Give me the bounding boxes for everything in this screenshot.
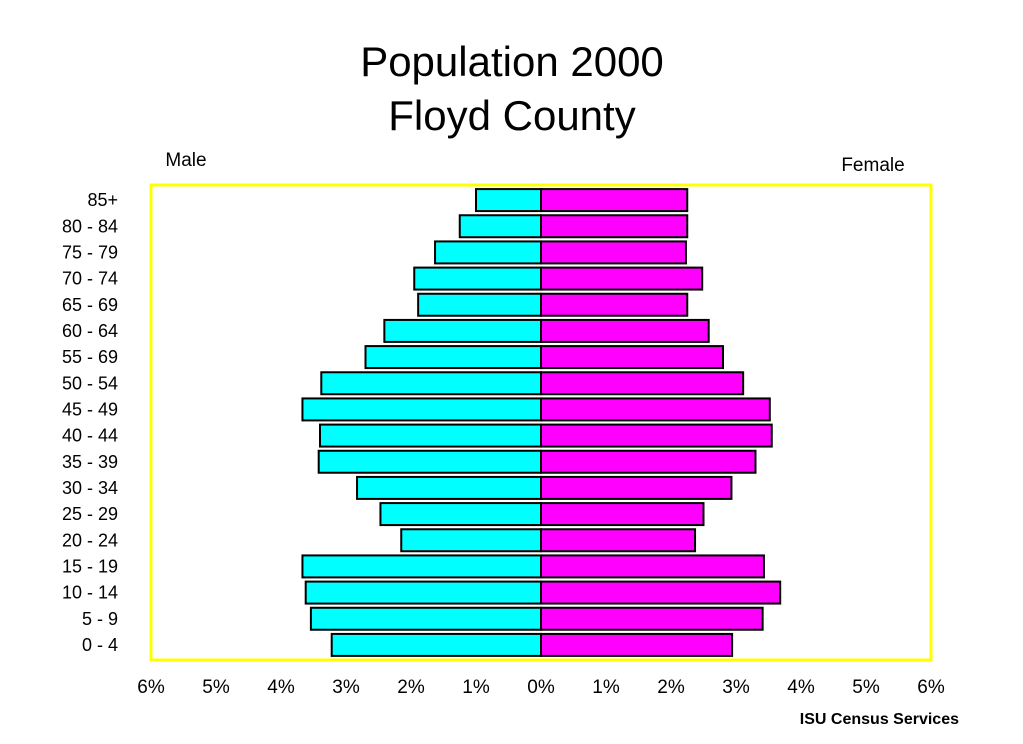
category-label: 5 - 9 (82, 609, 118, 629)
female-bar (540, 188, 689, 213)
male-bar (400, 528, 542, 553)
x-tick-label: 3% (722, 677, 750, 698)
category-label: 25 - 29 (62, 504, 118, 524)
category-label: 0 - 4 (82, 635, 118, 655)
male-bar (319, 423, 542, 448)
category-label: 10 - 14 (62, 583, 118, 603)
female-bar (540, 554, 765, 579)
chart-title-line-1: Population 2000 (360, 38, 664, 85)
category-label: 50 - 54 (62, 373, 118, 393)
female-bar (540, 632, 734, 657)
category-label: 65 - 69 (62, 295, 118, 315)
male-bar (383, 318, 542, 343)
female-bar (540, 371, 745, 396)
category-label: 85+ (87, 190, 118, 210)
female-bar (540, 423, 773, 448)
male-bar (304, 580, 543, 605)
x-tick-label: 1% (462, 677, 490, 698)
female-bar (540, 266, 704, 291)
category-label: 20 - 24 (62, 530, 118, 550)
female-bar (540, 345, 724, 370)
female-side-label: Female (841, 155, 904, 176)
male-bar (301, 397, 543, 422)
x-tick-label: 0% (527, 677, 555, 698)
category-label: 45 - 49 (62, 399, 118, 419)
male-bar (458, 214, 542, 239)
chart-title-line-2: Floyd County (388, 92, 635, 139)
male-bar (417, 292, 542, 317)
category-label: 35 - 39 (62, 452, 118, 472)
female-bar (540, 528, 697, 553)
category-label: 80 - 84 (62, 216, 118, 236)
male-bar (356, 475, 542, 500)
credit-text: ISU Census Services (800, 711, 959, 728)
x-tick-label: 6% (917, 677, 945, 698)
x-tick-label: 2% (657, 677, 685, 698)
x-tick-label: 1% (592, 677, 620, 698)
male-bar (364, 345, 542, 370)
male-bar (320, 371, 542, 396)
female-bar (540, 240, 687, 265)
x-tick-label: 6% (137, 677, 165, 698)
male-bar (309, 606, 542, 631)
male-bar (330, 632, 543, 657)
female-bar (540, 292, 689, 317)
category-label: 55 - 69 (62, 347, 118, 367)
x-tick-label: 5% (852, 677, 880, 698)
female-bar (540, 475, 733, 500)
female-bar (540, 214, 689, 239)
category-label: 30 - 34 (62, 478, 118, 498)
x-tick-label: 4% (267, 677, 295, 698)
female-bar (540, 606, 764, 631)
female-bar (540, 580, 782, 605)
category-label: 75 - 79 (62, 242, 118, 262)
male-bar (301, 554, 543, 579)
female-bar (540, 502, 705, 527)
x-tick-label: 3% (332, 677, 360, 698)
male-bar (413, 266, 542, 291)
category-label: 40 - 44 (62, 426, 118, 446)
male-bar (434, 240, 542, 265)
category-label: 70 - 74 (62, 269, 118, 289)
male-bar (317, 449, 543, 474)
male-side-label: Male (165, 150, 206, 171)
category-label: 60 - 64 (62, 321, 118, 341)
male-bar (475, 188, 542, 213)
bars-group (301, 188, 782, 657)
x-tick-labels: 6% 5% 4% 3% 2% 1% 0% 1% 2% 3% 4% 5% 6% (137, 677, 945, 698)
category-label: 15 - 19 (62, 556, 118, 576)
x-tick-label: 2% (397, 677, 425, 698)
female-bar (540, 318, 710, 343)
x-tick-label: 4% (787, 677, 815, 698)
female-bar (540, 397, 771, 422)
male-bar (379, 502, 543, 527)
category-labels: 85+ 80 - 84 75 - 79 70 - 74 65 - 69 60 - 64 55… (62, 190, 118, 655)
x-tick-label: 5% (202, 677, 230, 698)
female-bar (540, 449, 757, 474)
